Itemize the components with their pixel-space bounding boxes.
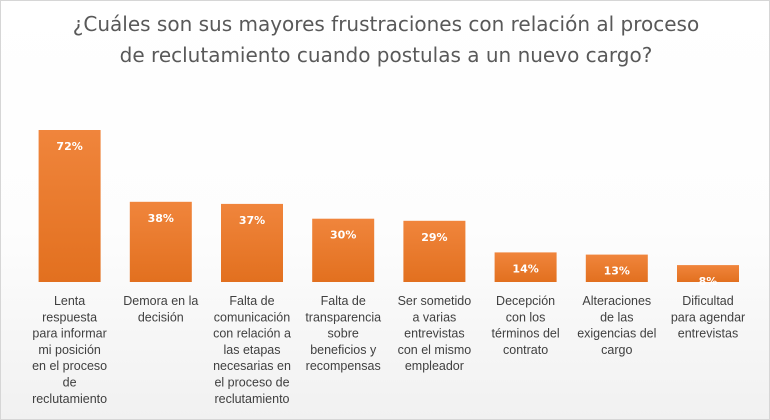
bar-value-label: 13% (604, 265, 630, 278)
category-label-line: decisión (138, 310, 184, 324)
bar-6 (494, 252, 557, 282)
category-label-1: Lenta respuesta para informar mi posición en… (32, 294, 107, 406)
bar-3 (221, 203, 283, 282)
category-label-line: de (63, 376, 77, 390)
category-label-7: Alteraciones de las exigencias del cargo (577, 294, 656, 357)
category-label-line: transparencia (305, 310, 381, 324)
bar-value-label: 29% (421, 231, 447, 244)
category-label-6: Decepción con los términos del contrato (492, 294, 560, 357)
bar-value-label: 8% (699, 275, 718, 288)
category-label-line: de las (600, 310, 633, 324)
category-label-line: Decepción (496, 294, 555, 308)
bar-value-label: 30% (330, 229, 356, 242)
bar-7 (585, 254, 648, 282)
category-label-line: para agendar (671, 310, 745, 324)
bar-2 (129, 201, 192, 282)
category-label-line: Dificultad (682, 294, 733, 308)
bars-layer: 72% 38% 37% 30% 29% 14% 13% 8% (38, 130, 739, 288)
bar-value-label: 72% (56, 140, 82, 153)
category-label-4: Falta de transparencia sobre beneficios y re… (305, 294, 381, 373)
category-label-line: Alteraciones (582, 294, 651, 308)
category-label-line: comunicación (214, 310, 290, 324)
category-label-line: a varias (413, 310, 457, 324)
category-label-line: recompensas (306, 359, 381, 373)
bar-4 (312, 218, 375, 282)
bar-value-label: 38% (148, 212, 174, 225)
category-label-8: Dificultad para agendar entrevistas (671, 294, 745, 341)
category-label-line: entrevistas (678, 327, 738, 341)
category-label-line: Falta de (321, 294, 366, 308)
category-label-line: exigencias del (577, 327, 656, 341)
category-label-line: cargo (601, 343, 632, 357)
bar-1 (38, 130, 101, 282)
category-label-2: Demora en la decisión (123, 294, 198, 324)
category-label-3: Falta de comunicación con relación a las et… (213, 294, 291, 406)
category-label-line: con el mismo (398, 343, 472, 357)
chart-title: ¿Cuáles son sus mayores frustraciones co… (72, 12, 700, 67)
category-label-line: reclutamiento (32, 392, 107, 406)
category-label-line: en el proceso (32, 359, 107, 373)
category-label-line: Lenta (54, 294, 85, 308)
category-label-line: respuesta (42, 310, 97, 324)
category-label-line: para informar (32, 327, 106, 341)
category-label-line: sobre (328, 327, 359, 341)
category-label-line: las etapas (224, 343, 281, 357)
category-label-line: con relación a (213, 327, 291, 341)
category-label-line: Ser sometido (398, 294, 472, 308)
category-label-line: Demora en la (123, 294, 198, 308)
category-label-line: Falta de (229, 294, 274, 308)
category-label-line: mi posición (38, 343, 101, 357)
category-label-5: Ser sometido a varias entrevistas con el mi… (398, 294, 472, 373)
category-label-line: términos del (492, 327, 560, 341)
category-label-line: entrevistas (404, 327, 464, 341)
bar-value-label: 37% (239, 214, 265, 227)
bar-value-label: 14% (512, 262, 538, 275)
category-label-line: contrato (503, 343, 548, 357)
category-label-line: reclutamiento (214, 392, 289, 406)
category-label-line: beneficios y (310, 343, 377, 357)
category-label-line: con los (506, 310, 546, 324)
bar-8 (677, 265, 739, 282)
category-labels-layer: Lenta respuesta para informar mi posición en… (32, 294, 745, 406)
category-label-line: el proceso de (214, 376, 289, 390)
category-label-line: necesarias en (213, 359, 291, 373)
category-label-line: empleador (405, 359, 464, 373)
bar-5 (403, 220, 466, 282)
